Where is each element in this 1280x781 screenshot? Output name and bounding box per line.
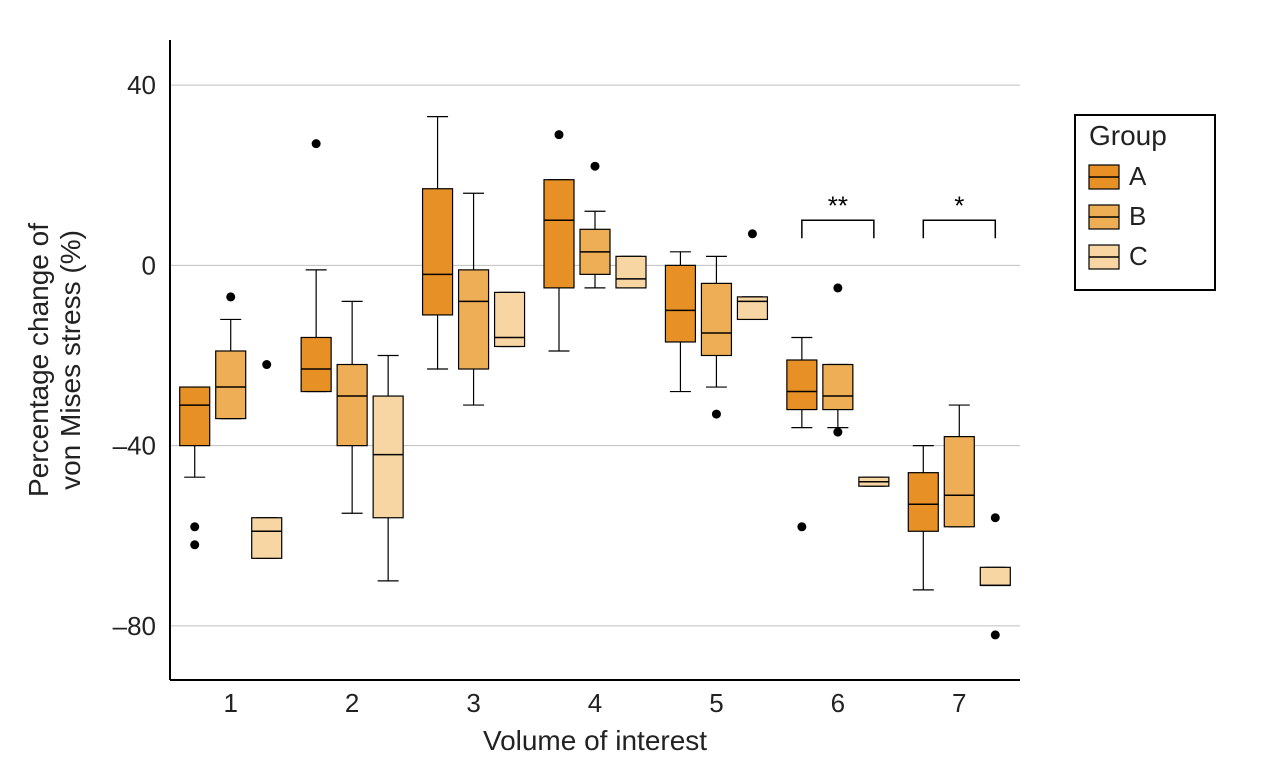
significance-bracket — [923, 220, 995, 238]
box-3-A — [423, 117, 453, 369]
y-tick-label: 0 — [142, 250, 156, 280]
significance-label: * — [954, 190, 964, 220]
outlier — [797, 522, 806, 531]
box-6-C — [859, 477, 889, 486]
x-tick-label: 3 — [466, 688, 480, 718]
x-tick-label: 5 — [709, 688, 723, 718]
box-1-C — [252, 360, 282, 558]
box-6-A — [787, 337, 817, 531]
y-tick-label: –40 — [113, 431, 156, 461]
outlier — [991, 513, 1000, 522]
outlier — [190, 540, 199, 549]
box-4-C — [616, 256, 646, 288]
y-axis-label: Percentage change ofvon Mises stress (%) — [23, 223, 86, 497]
significance-label: ** — [828, 190, 848, 220]
outlier — [190, 522, 199, 531]
outlier — [591, 162, 600, 171]
box-2-C — [373, 355, 403, 580]
legend-item-label: B — [1129, 201, 1146, 231]
box-7-C — [980, 513, 1010, 639]
outlier — [262, 360, 271, 369]
outlier — [833, 283, 842, 292]
x-tick-label: 4 — [588, 688, 602, 718]
x-tick-label: 7 — [952, 688, 966, 718]
legend-title: Group — [1089, 120, 1167, 151]
legend-item-label: A — [1129, 161, 1147, 191]
outlier — [991, 630, 1000, 639]
outlier — [226, 292, 235, 301]
box-6-B — [823, 283, 853, 436]
box-5-A — [665, 252, 695, 392]
box-7-B — [944, 405, 974, 527]
x-tick-label: 1 — [223, 688, 237, 718]
box-2-B — [337, 301, 367, 513]
significance-bracket — [802, 220, 874, 238]
box-4-A — [544, 130, 574, 351]
legend-item-label: C — [1129, 241, 1148, 271]
outlier — [712, 410, 721, 419]
box-7-A — [908, 446, 938, 590]
box-3-B — [459, 193, 489, 405]
y-tick-label: 40 — [127, 70, 156, 100]
box-3-C — [495, 292, 525, 346]
outlier — [748, 229, 757, 238]
box-5-C — [737, 229, 767, 319]
outlier — [833, 428, 842, 437]
boxplot-chart: 40 0 –40 –80 1 2 3 4 5 6 7 Volume of interest Percen… — [0, 0, 1280, 781]
outlier — [555, 130, 564, 139]
y-tick-label: –80 — [113, 611, 156, 641]
box-4-B — [580, 162, 610, 288]
box-5-B — [701, 256, 731, 418]
x-tick-label: 2 — [345, 688, 359, 718]
outlier — [312, 139, 321, 148]
box-1-B — [216, 292, 246, 418]
x-axis-label: Volume of interest — [483, 725, 707, 756]
x-tick-label: 6 — [831, 688, 845, 718]
chart-svg: 40 0 –40 –80 1 2 3 4 5 6 7 Volume of interest Percen… — [0, 0, 1280, 781]
box-1-A — [180, 387, 210, 549]
